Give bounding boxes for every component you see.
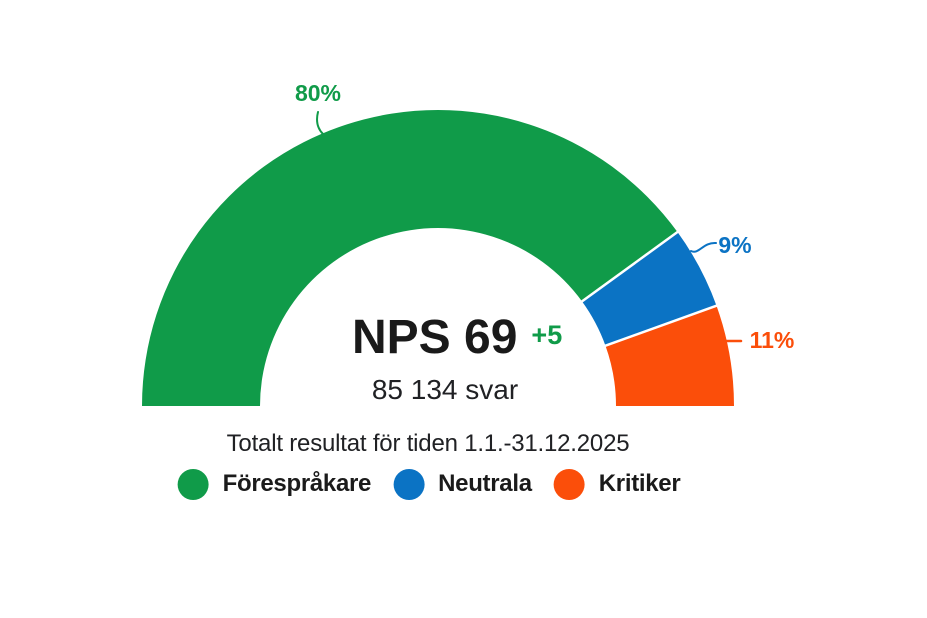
legend-dot-promoters — [177, 469, 209, 500]
slice-label-critics: 11% — [749, 327, 795, 353]
legend-dot-critics — [553, 469, 585, 500]
gauge-slice-separators — [578, 229, 720, 348]
legend-label-critics: Kritiker — [598, 470, 681, 498]
nps-score-value: NPS 69 — [352, 311, 518, 364]
gauge-slice-promoters[interactable] — [142, 110, 678, 406]
slice-label-promoters: 80% — [294, 80, 342, 106]
legend-label-neutrals: Neutrala — [438, 470, 532, 498]
nps-delta-badge: +5 — [531, 320, 563, 350]
nps-center-text: NPS 69 +5 — [352, 314, 562, 362]
slice-separator — [578, 229, 681, 305]
legend-item-neutrals[interactable]: Neutrala — [393, 469, 532, 500]
gauge-slice-critics[interactable] — [605, 305, 734, 406]
leader-line-neutrals — [690, 241, 717, 253]
legend-item-promoters[interactable]: Förespråkare — [177, 469, 372, 500]
legend-label-promoters: Förespråkare — [222, 470, 372, 498]
legend-dot-neutrals — [393, 469, 425, 500]
leader-line-promoters — [316, 111, 324, 135]
slice-label-neutrals: 9% — [718, 232, 752, 258]
chart-legend: Förespråkare Neutrala Kritiker — [177, 469, 681, 500]
responses-count: 85 134 svar — [371, 374, 519, 405]
slice-separator — [602, 303, 720, 348]
legend-item-critics[interactable]: Kritiker — [553, 469, 681, 500]
chart-title: Totalt resultat för tiden 1.1.-31.12.202… — [226, 430, 630, 457]
